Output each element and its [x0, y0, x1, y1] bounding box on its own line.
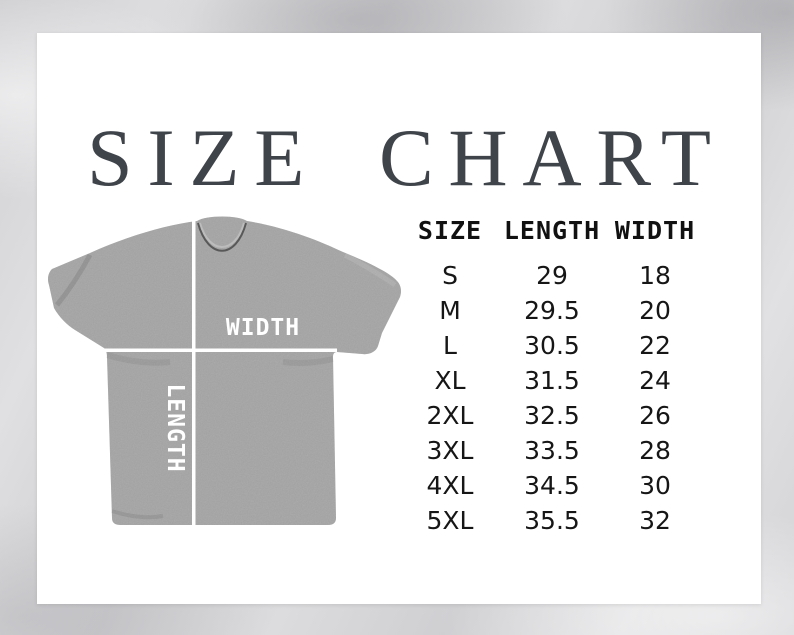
width-cell: 20	[639, 296, 671, 325]
size-table: SIZE LENGTH WIDTH S 29 18 M 29.5 20 L 30…	[398, 214, 718, 538]
table-row: 2XL 32.5 26	[398, 398, 718, 433]
table-header-row: SIZE LENGTH WIDTH	[398, 214, 718, 250]
width-cell: 26	[639, 401, 671, 430]
page-title: SIZE CHART	[86, 112, 726, 203]
header-size: SIZE	[417, 216, 483, 245]
length-cell: 34.5	[524, 471, 580, 500]
table-row: XL 31.5 24	[398, 363, 718, 398]
length-cell: 35.5	[524, 506, 580, 535]
size-cell: 4XL	[426, 471, 474, 500]
size-cell: 3XL	[426, 436, 474, 465]
length-cell: 29	[536, 261, 568, 290]
length-cell: 32.5	[524, 401, 580, 430]
table-row: S 29 18	[398, 258, 718, 293]
length-cell: 33.5	[524, 436, 580, 465]
size-cell: M	[439, 296, 461, 325]
table-body: S 29 18 M 29.5 20 L 30.5 22 XL 31.5 24 2…	[398, 258, 718, 538]
length-cell: 29.5	[524, 296, 580, 325]
width-cell: 24	[639, 366, 671, 395]
width-cell: 32	[639, 506, 671, 535]
width-cell: 18	[639, 261, 671, 290]
collar-outline	[197, 222, 247, 252]
width-cell: 28	[639, 436, 671, 465]
size-cell: 2XL	[426, 401, 474, 430]
header-width: WIDTH	[614, 216, 696, 245]
width-cell: 30	[639, 471, 671, 500]
table-row: 5XL 35.5 32	[398, 503, 718, 538]
width-measurement-line	[57, 348, 337, 352]
size-cell: 5XL	[426, 506, 474, 535]
table-row: M 29.5 20	[398, 293, 718, 328]
header-length: LENGTH	[503, 216, 601, 245]
width-label: WIDTH	[226, 315, 300, 341]
table-row: 4XL 34.5 30	[398, 468, 718, 503]
table-row: 3XL 33.5 28	[398, 433, 718, 468]
length-cell: 31.5	[524, 366, 580, 395]
size-cell: L	[443, 331, 457, 360]
size-cell: XL	[434, 366, 466, 395]
heather-texture-light	[48, 216, 401, 525]
length-cell: 30.5	[524, 331, 580, 360]
tshirt-diagram: WIDTH LENGTH	[45, 213, 402, 530]
table-row: L 30.5 22	[398, 328, 718, 363]
length-measurement-line	[192, 217, 196, 525]
size-cell: S	[442, 261, 458, 290]
tshirt-shape	[48, 216, 401, 525]
length-label: LENGTH	[162, 383, 188, 472]
tshirt-graphic: WIDTH LENGTH	[48, 216, 401, 525]
width-cell: 22	[639, 331, 671, 360]
white-card: SIZE CHART	[37, 33, 761, 604]
